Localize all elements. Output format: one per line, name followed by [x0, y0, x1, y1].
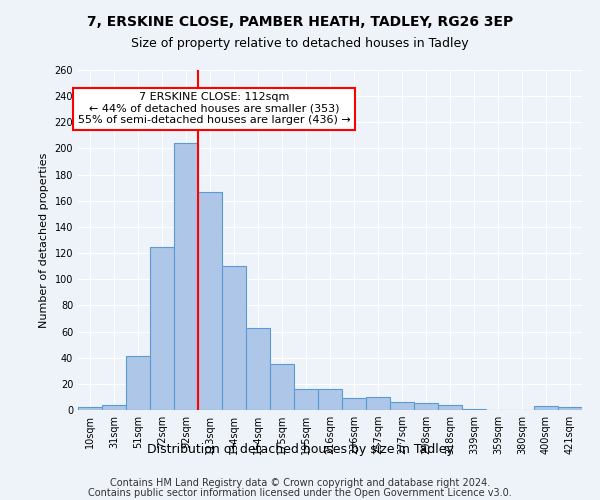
Bar [78, 408, 102, 410]
Bar [414, 404, 438, 410]
Bar [390, 402, 414, 410]
Bar [294, 389, 318, 410]
Bar [102, 405, 126, 410]
Bar [534, 406, 558, 410]
Bar [246, 328, 270, 410]
Bar [126, 356, 150, 410]
Bar [270, 364, 294, 410]
Text: Contains public sector information licensed under the Open Government Licence v3: Contains public sector information licen… [88, 488, 512, 498]
Bar [342, 398, 366, 410]
Bar [462, 408, 486, 410]
Text: Distribution of detached houses by size in Tadley: Distribution of detached houses by size … [146, 442, 454, 456]
Text: 7 ERSKINE CLOSE: 112sqm
← 44% of detached houses are smaller (353)
55% of semi-d: 7 ERSKINE CLOSE: 112sqm ← 44% of detache… [78, 92, 350, 126]
Bar [366, 397, 390, 410]
Text: Contains HM Land Registry data © Crown copyright and database right 2024.: Contains HM Land Registry data © Crown c… [110, 478, 490, 488]
Bar [558, 408, 582, 410]
Bar [222, 266, 246, 410]
Text: Size of property relative to detached houses in Tadley: Size of property relative to detached ho… [131, 38, 469, 51]
Y-axis label: Number of detached properties: Number of detached properties [39, 152, 49, 328]
Bar [174, 143, 198, 410]
Bar [150, 246, 174, 410]
Bar [318, 389, 342, 410]
Text: 7, ERSKINE CLOSE, PAMBER HEATH, TADLEY, RG26 3EP: 7, ERSKINE CLOSE, PAMBER HEATH, TADLEY, … [87, 15, 513, 29]
Bar [438, 405, 462, 410]
Bar [198, 192, 222, 410]
